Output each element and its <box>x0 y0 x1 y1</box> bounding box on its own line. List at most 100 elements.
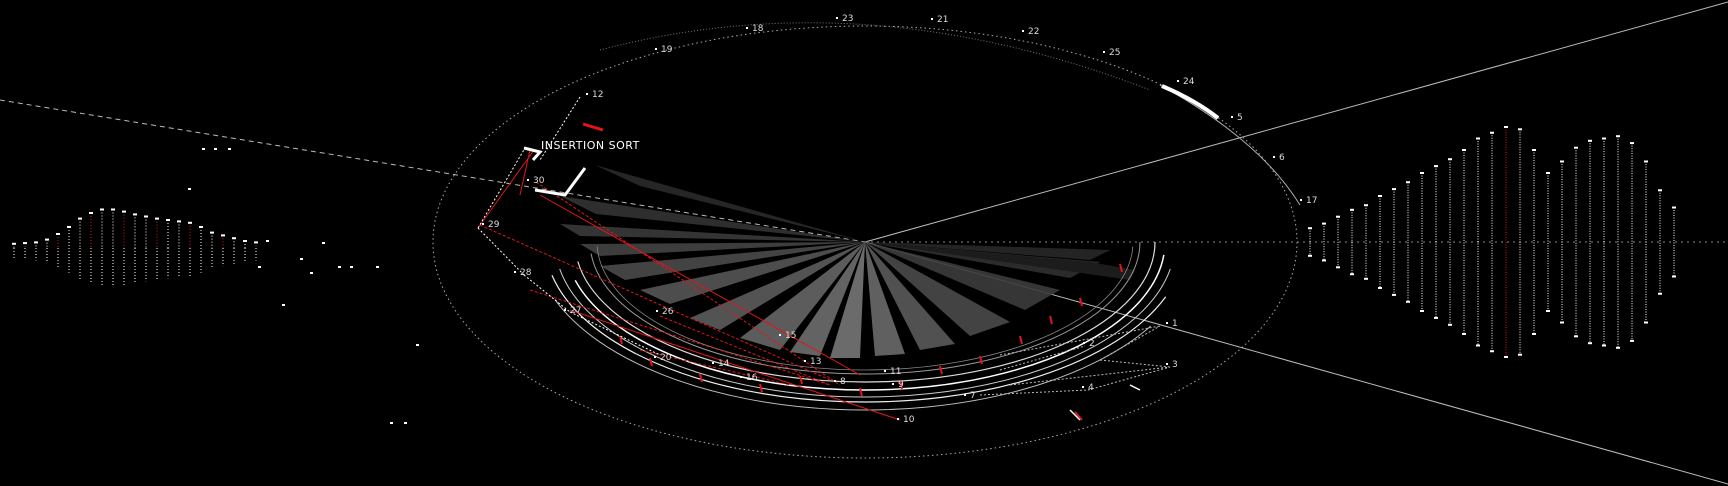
dot-cap <box>221 234 225 237</box>
bar-cap <box>1392 188 1396 191</box>
bar-cap <box>1308 227 1312 230</box>
arc-tick <box>759 383 763 393</box>
ring-label: 21 <box>937 15 948 25</box>
label-dot <box>1103 51 1105 53</box>
connector-line <box>1099 359 1171 368</box>
connector-line <box>1009 366 1171 386</box>
fan-wedge <box>600 242 865 280</box>
bar-cap <box>1504 356 1508 358</box>
dot-cap <box>199 226 203 228</box>
ring-label: 20 <box>660 353 672 363</box>
bar-cap <box>1322 222 1326 225</box>
bar-cap <box>1364 204 1368 207</box>
dot-cap <box>45 238 49 241</box>
arc-tick <box>699 373 703 383</box>
bar-cap <box>1616 135 1620 138</box>
red-marker <box>582 122 604 132</box>
label-dot <box>482 223 484 225</box>
fan-wedge <box>580 242 865 256</box>
arc-tick <box>859 387 863 397</box>
bar-cap <box>1518 353 1522 356</box>
ring-label: 7 <box>970 391 976 401</box>
label-dot <box>931 18 933 20</box>
label-dot <box>964 394 966 396</box>
progress-arc <box>577 241 1156 383</box>
guide-line-left <box>0 99 866 243</box>
label-dot <box>884 370 886 372</box>
ring-label: 13 <box>810 357 821 367</box>
dot-cap <box>144 215 148 218</box>
label-dot <box>1022 30 1024 32</box>
comparison-line <box>539 194 861 376</box>
bar-cap <box>1350 273 1354 276</box>
dot-cap <box>56 233 60 235</box>
bar-cap <box>1518 128 1522 131</box>
label-dot <box>740 376 742 378</box>
label-dot <box>527 179 529 181</box>
stem-line <box>523 274 571 313</box>
scatter-dots <box>188 148 419 424</box>
label-dot <box>897 418 899 420</box>
label-dot <box>779 334 781 336</box>
bar-cap <box>1672 206 1676 209</box>
label-dot <box>804 360 806 362</box>
dot-cap <box>155 217 159 220</box>
stem-line <box>539 96 581 161</box>
label-dot <box>1273 156 1275 158</box>
dot-cap <box>188 221 192 224</box>
label-dot <box>712 362 714 364</box>
arc-tick <box>1079 297 1083 307</box>
ring-label: 12 <box>592 90 603 100</box>
ring-label: 29 <box>488 220 500 230</box>
fan-wedge <box>560 224 865 242</box>
progress-arc <box>559 268 1171 398</box>
fan-wedge <box>740 242 865 350</box>
bar-cap <box>1476 137 1480 140</box>
fan-wedge <box>690 242 865 330</box>
inner-progress-arcs <box>551 241 1171 411</box>
dot-cap <box>177 220 181 223</box>
arc-tick <box>939 365 943 375</box>
bar-cap <box>1490 350 1494 353</box>
arc-tick <box>899 380 903 390</box>
fan-wedge <box>790 242 865 356</box>
bar-cap <box>1602 344 1606 347</box>
algorithm-title: INSERTION SORT <box>541 139 640 152</box>
bar-cap <box>1448 158 1452 161</box>
label-dot <box>1300 199 1302 201</box>
tick-marker <box>1069 409 1081 421</box>
stem-line <box>477 227 525 276</box>
connector-line <box>1099 325 1161 361</box>
bar-cap <box>1308 254 1312 257</box>
dot-cap <box>111 208 115 211</box>
bar-cap <box>1560 160 1564 163</box>
comparison-line <box>659 315 831 386</box>
comparison-line <box>569 309 901 421</box>
bar-cap <box>1672 275 1676 278</box>
progress-arc <box>596 246 1134 371</box>
bar-cap <box>1490 131 1494 134</box>
bracket-marker <box>523 146 543 161</box>
bar-cap <box>1532 333 1536 335</box>
fan-wedge <box>865 242 955 350</box>
bar-cap <box>1406 181 1410 184</box>
ring-label: 3 <box>1172 360 1178 370</box>
dot-cap <box>89 212 93 214</box>
right-bar-histogram <box>1308 126 1676 358</box>
dot-cap <box>78 217 82 220</box>
scatter-dot <box>202 148 205 150</box>
stem-lines <box>477 96 661 356</box>
scatter-dot <box>310 272 313 274</box>
bar-cap <box>1420 172 1424 174</box>
label-dot <box>1166 363 1168 365</box>
fan-wedge <box>865 242 1110 260</box>
left-dot-histogram <box>12 208 258 287</box>
scatter-dot <box>376 266 379 268</box>
ring-label: 18 <box>752 24 764 34</box>
bar-cap <box>1420 310 1424 312</box>
dot-cap <box>210 231 214 234</box>
stem-line <box>477 147 526 229</box>
orbit-upper-arc <box>599 22 1151 91</box>
ring-label: 27 <box>570 306 581 316</box>
